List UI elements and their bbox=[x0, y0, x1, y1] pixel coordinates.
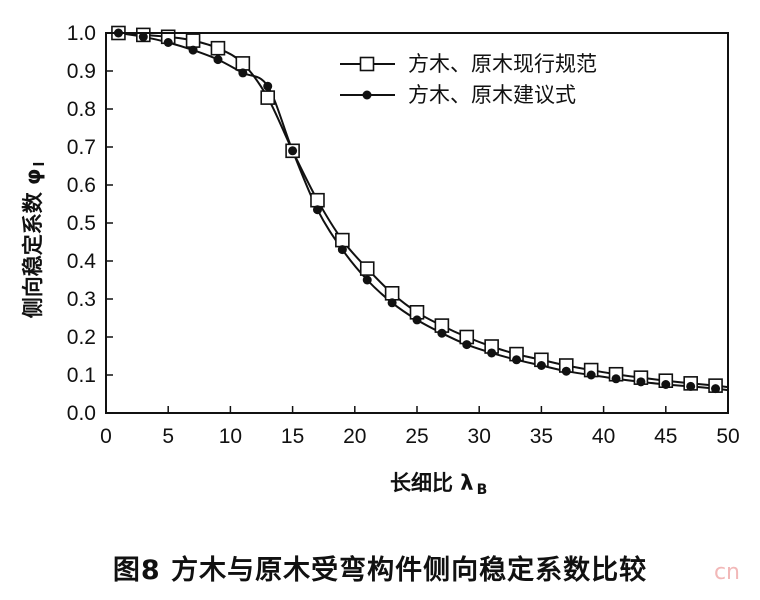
x-tick-label: 35 bbox=[530, 425, 553, 448]
data-point-circle bbox=[561, 366, 571, 376]
data-point-circle bbox=[188, 45, 198, 55]
legend: 方木、原木现行规范 方木、原木建议式 bbox=[340, 52, 597, 107]
x-tick-label: 45 bbox=[654, 425, 677, 448]
series-markers bbox=[111, 25, 723, 394]
data-point-square bbox=[235, 56, 251, 71]
data-point-circle bbox=[711, 384, 721, 394]
x-tick-label: 50 bbox=[716, 425, 739, 448]
x-tick-label: 30 bbox=[468, 425, 491, 448]
figure-caption: 图8 方木与原木受弯构件侧向稳定系数比较 bbox=[112, 555, 648, 586]
x-tick-label: 25 bbox=[405, 425, 428, 448]
x-tick-label: 5 bbox=[162, 425, 174, 448]
y-tick-label: 1.0 bbox=[67, 22, 96, 45]
data-point-square bbox=[260, 90, 276, 105]
data-point-circle bbox=[536, 361, 546, 370]
data-point-circle bbox=[636, 377, 646, 387]
x-tick-label: 10 bbox=[219, 425, 242, 448]
legend-marker-filled-circle bbox=[362, 90, 372, 100]
data-point-circle bbox=[412, 315, 422, 325]
legend-marker-open-square bbox=[359, 56, 375, 72]
x-tick-label: 40 bbox=[592, 425, 615, 448]
data-point-circle bbox=[213, 55, 223, 65]
y-axis-title-subscript: l bbox=[32, 162, 48, 167]
x-tick-label: 15 bbox=[281, 425, 304, 448]
data-point-square bbox=[359, 261, 375, 276]
data-point-circle bbox=[661, 380, 671, 389]
data-point-square bbox=[185, 33, 201, 48]
x-axis-title-subscript: B bbox=[477, 482, 488, 498]
y-tick-label: 0.6 bbox=[67, 174, 96, 197]
data-point-circle bbox=[312, 205, 322, 215]
y-tick-label: 0.8 bbox=[67, 98, 96, 121]
data-point-circle bbox=[586, 370, 596, 380]
y-tick-label: 0.3 bbox=[67, 288, 96, 311]
data-point-square bbox=[310, 192, 325, 208]
x-axis-title-main: 长细比 λ bbox=[390, 471, 474, 495]
watermark: cn bbox=[713, 560, 740, 585]
y-axis-title-main: 侧向稳定系数 φ bbox=[21, 169, 45, 319]
y-tick-label: 0.7 bbox=[67, 136, 96, 159]
y-tick-label: 0.5 bbox=[67, 212, 96, 235]
y-tick-label: 0.2 bbox=[67, 326, 96, 349]
data-point-circle bbox=[288, 146, 298, 156]
legend-label-proposed: 方木、原木建议式 bbox=[408, 83, 576, 107]
data-point-circle bbox=[362, 275, 372, 285]
y-axis-title: 侧向稳定系数 φ l bbox=[21, 162, 48, 319]
data-point-square bbox=[335, 232, 350, 248]
x-tick-label: 20 bbox=[343, 425, 366, 448]
data-point-circle bbox=[263, 81, 273, 91]
data-point-circle bbox=[487, 348, 497, 358]
y-tick-label: 0.4 bbox=[67, 250, 97, 273]
data-point-circle bbox=[462, 340, 472, 350]
data-point-square bbox=[210, 40, 226, 56]
data-point-circle bbox=[337, 245, 347, 255]
data-point-square bbox=[384, 285, 400, 301]
chart: 0 5 10 15 20 25 30 35 40 45 50 0.0 0.1 0.2 0.3 0.4 0.5 0.… bbox=[21, 22, 740, 498]
y-tick-label: 0.1 bbox=[67, 364, 96, 387]
legend-label-current-code: 方木、原木现行规范 bbox=[408, 52, 597, 76]
x-tick-label: 0 bbox=[100, 425, 112, 448]
axis-ticks: 0 5 10 15 20 25 30 35 40 45 50 0.0 0.1 0.2 0.3 0.4 0.5 0.… bbox=[67, 22, 740, 448]
data-point-circle bbox=[512, 355, 522, 365]
data-point-circle bbox=[437, 328, 447, 338]
data-point-circle bbox=[238, 68, 248, 78]
data-point-circle bbox=[163, 38, 173, 47]
y-tick-label: 0.0 bbox=[67, 402, 96, 425]
data-point-circle bbox=[686, 381, 696, 391]
data-point-circle bbox=[387, 298, 397, 308]
data-point-circle bbox=[138, 32, 148, 42]
y-tick-label: 0.9 bbox=[67, 60, 96, 83]
data-point-circle bbox=[611, 374, 621, 384]
